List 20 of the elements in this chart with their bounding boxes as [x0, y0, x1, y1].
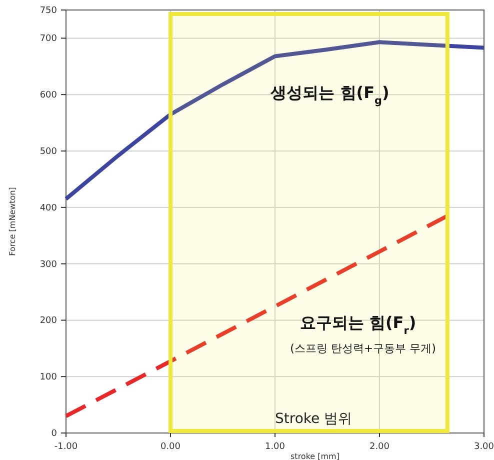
annotation: 요구되는 힘(F$_{r}$)	[300, 313, 416, 337]
x-tick-label: 1.00	[264, 442, 286, 452]
annotation: (스프링 탄성력+구동부 무게)	[290, 342, 436, 355]
y-tick-label: 600	[40, 90, 58, 101]
y-tick-label: 200	[40, 316, 58, 326]
annotation: 생성되는 힘(F$_{g}$)	[270, 83, 390, 107]
y-tick-label: 300	[40, 260, 58, 270]
y-tick-label: 400	[40, 203, 58, 214]
y-tick-label: 750	[40, 6, 58, 16]
x-tick-label: 2.00	[369, 442, 390, 452]
y-axis-title: Force [mNewton]	[8, 187, 17, 256]
x-axis-title: stroke [mm]	[290, 452, 340, 460]
y-tick-label: 500	[40, 147, 58, 157]
band-label: Stroke 범위	[275, 411, 352, 427]
x-tick-label: 3.00	[474, 442, 494, 452]
y-tick-label: 700	[40, 34, 58, 44]
x-tick-label: 0.00	[160, 442, 181, 452]
y-tick-label: 100	[40, 372, 58, 383]
y-tick-label: 0	[51, 429, 58, 439]
x-tick-label: -1.00	[54, 442, 78, 452]
